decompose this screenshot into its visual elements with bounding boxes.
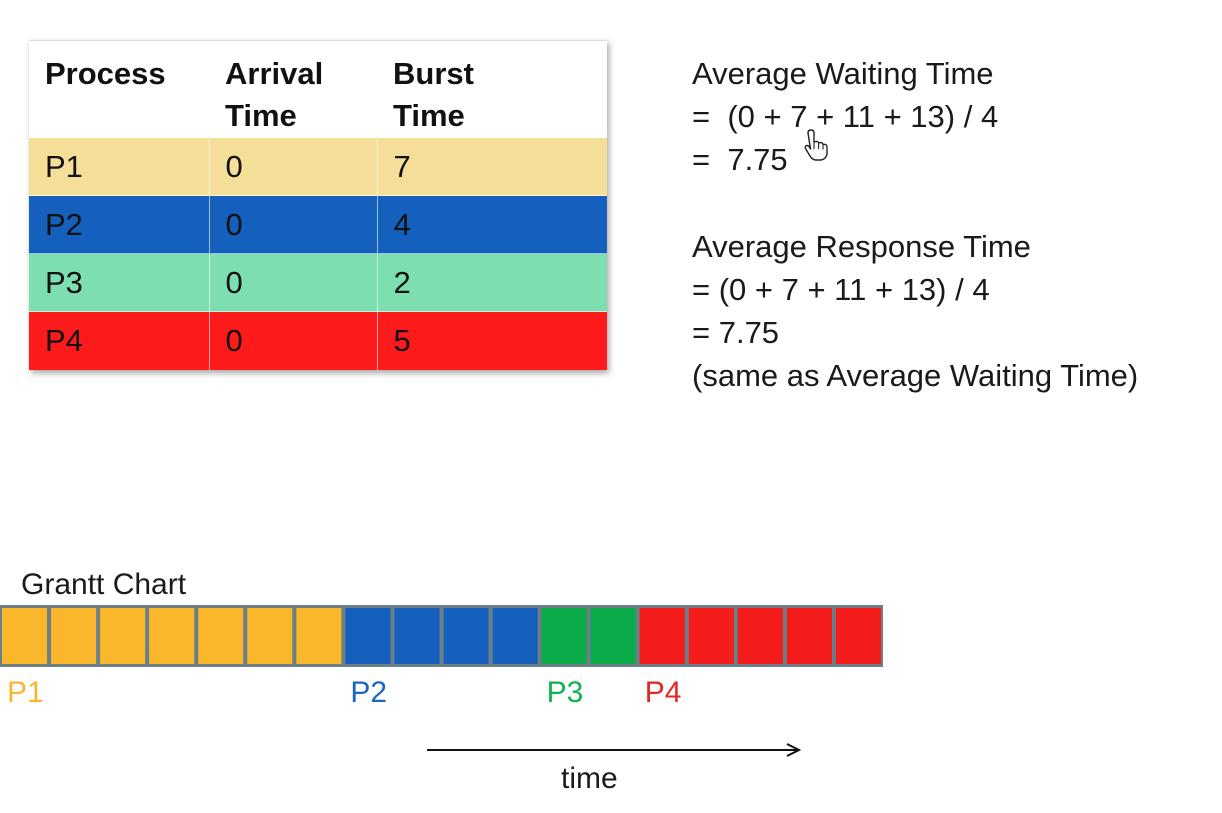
cell-burst: 2 <box>377 253 607 312</box>
gantt-cell-p4 <box>737 608 783 664</box>
cell-arrival: 0 <box>209 137 378 196</box>
gantt-cell-p2 <box>394 608 440 664</box>
table-row-p3: P3 0 2 <box>29 253 607 312</box>
gantt-cell-p2 <box>443 608 489 664</box>
waiting-time-formula: = (0 + 7 + 11 + 13) / 4 <box>692 99 999 134</box>
table-row-p4: P4 0 5 <box>29 311 607 370</box>
gantt-cell-p4 <box>786 608 832 664</box>
cell-burst: 4 <box>377 195 607 254</box>
cell-arrival: 0 <box>209 195 378 254</box>
cell-arrival: 0 <box>209 253 378 312</box>
table-row-p1: P1 0 7 <box>29 137 607 196</box>
cell-burst: 5 <box>377 311 607 370</box>
header-burst-time: Burst Time <box>377 40 607 138</box>
gantt-cell-p1 <box>149 608 195 664</box>
response-time-result: = 7.75 <box>692 315 780 350</box>
gantt-label-p3: P3 <box>546 676 584 709</box>
gantt-chart <box>0 605 883 667</box>
gantt-label-p4: P4 <box>644 676 682 709</box>
gantt-cell-p1 <box>100 608 146 664</box>
hand-pointer-icon <box>804 129 828 161</box>
process-table: Process Arrival Time Burst Time P1 0 7 P… <box>29 40 607 370</box>
header-arrival-line1: Arrival <box>225 56 324 91</box>
gantt-title: Grantt Chart <box>21 568 187 601</box>
gantt-cell-p1 <box>296 608 342 664</box>
header-burst-line1: Burst <box>393 56 474 91</box>
table-header-row: Process Arrival Time Burst Time <box>29 40 607 138</box>
gantt-cell-p2 <box>345 608 391 664</box>
gantt-cell-p1 <box>247 608 293 664</box>
gantt-cell-p4 <box>688 608 734 664</box>
response-time-note: (same as Average Waiting Time) <box>692 358 1139 393</box>
cell-process: P3 <box>29 253 210 312</box>
gantt-label-p1: P1 <box>7 676 44 709</box>
gantt-label-p2: P2 <box>350 676 388 709</box>
gantt-frame <box>0 605 883 667</box>
waiting-time-title: Average Waiting Time <box>692 56 994 91</box>
header-process-label: Process <box>45 56 166 91</box>
header-process: Process <box>29 40 209 138</box>
table-row-p2: P2 0 4 <box>29 195 607 254</box>
gantt-cell-p3 <box>541 608 587 664</box>
gantt-cell-p3 <box>590 608 636 664</box>
time-axis-label: time <box>561 762 618 795</box>
waiting-time-result: = 7.75 <box>692 142 788 177</box>
gantt-cell-p2 <box>492 608 538 664</box>
gantt-cell-p1 <box>51 608 97 664</box>
formula-gap <box>692 181 1138 225</box>
formulas-panel: Average Waiting Time = (0 + 7 + 11 + 13)… <box>692 52 1138 397</box>
cell-process: P4 <box>29 311 210 370</box>
response-time-formula: = (0 + 7 + 11 + 13) / 4 <box>692 272 990 307</box>
header-burst-line2: Time <box>393 98 465 133</box>
cell-arrival: 0 <box>209 311 378 370</box>
gantt-cell-p4 <box>639 608 685 664</box>
header-arrival-time: Arrival Time <box>209 40 377 138</box>
response-time-title: Average Response Time <box>692 229 1031 264</box>
gantt-cell-p4 <box>835 608 881 664</box>
cell-burst: 7 <box>377 137 607 196</box>
cell-process: P2 <box>29 195 210 254</box>
gantt-cell-p1 <box>198 608 244 664</box>
right-arrow-icon <box>427 743 802 757</box>
cell-process: P1 <box>29 137 210 196</box>
header-arrival-line2: Time <box>225 98 297 133</box>
gantt-cell-p1 <box>2 608 48 664</box>
